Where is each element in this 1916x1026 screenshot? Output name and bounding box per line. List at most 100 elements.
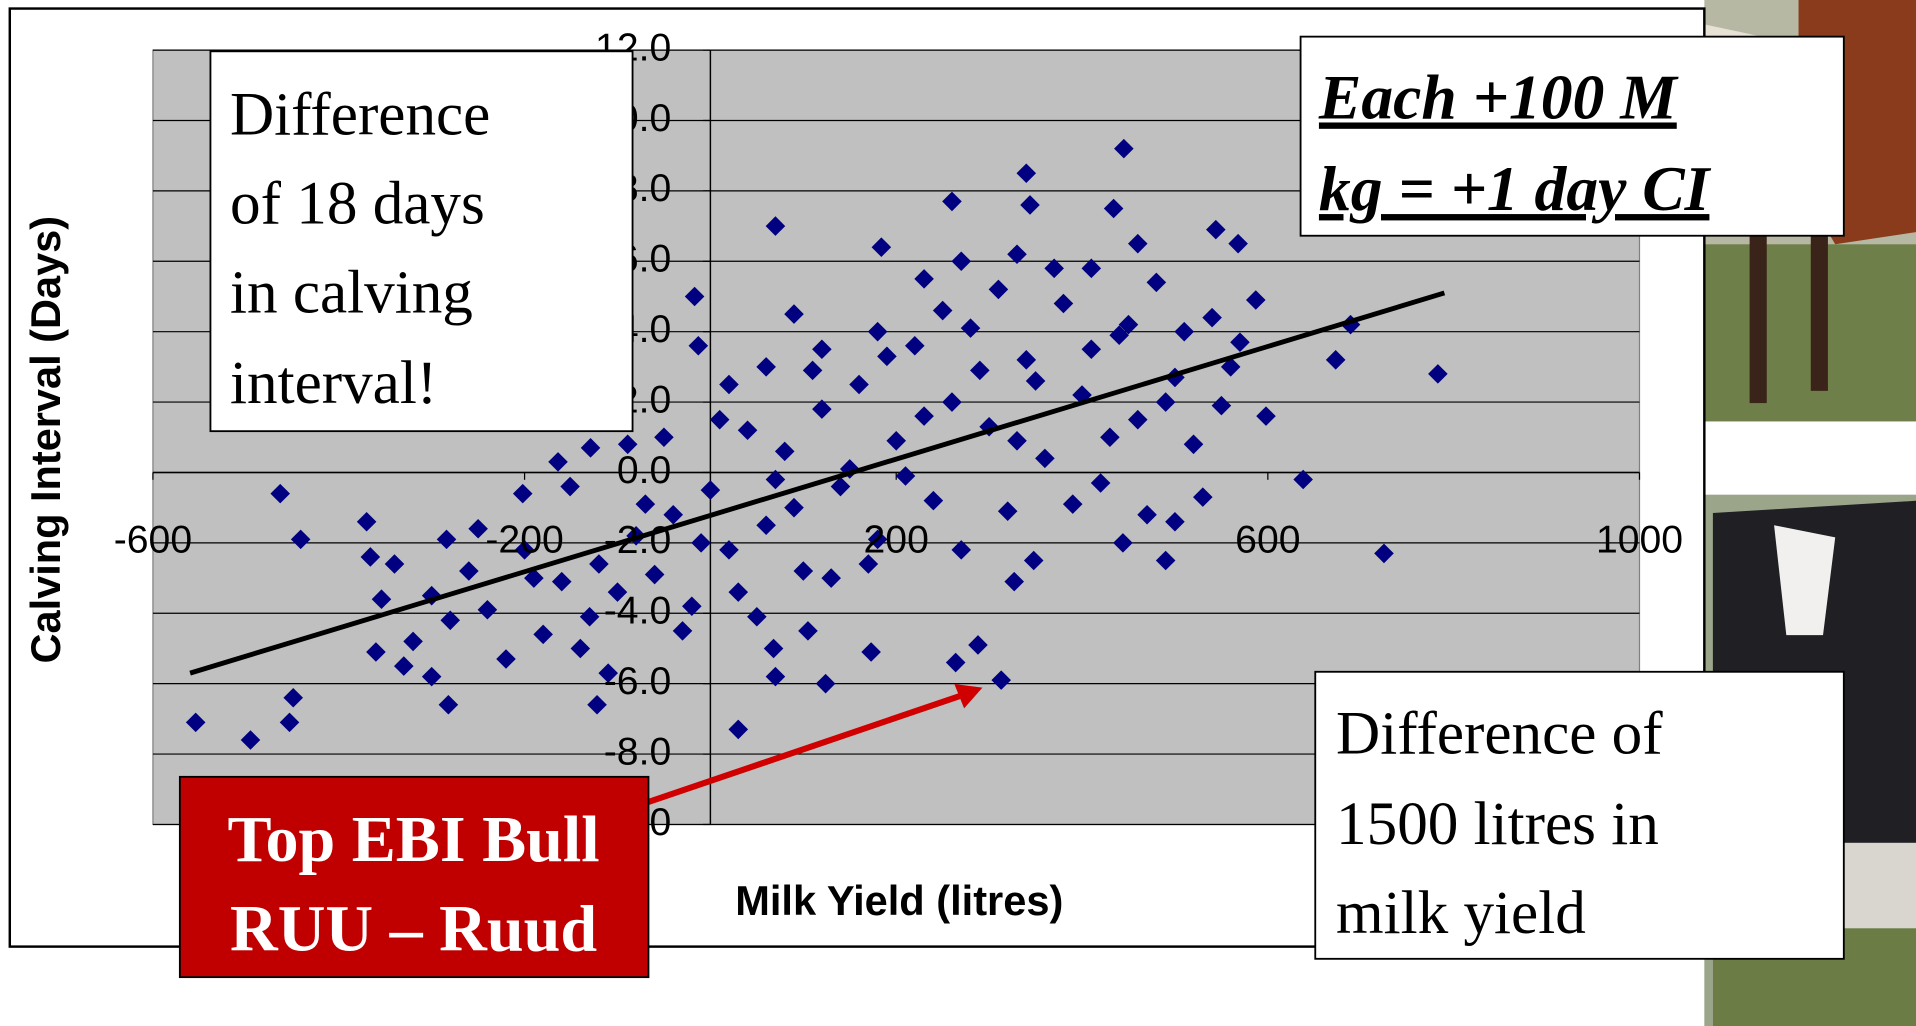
annotation-line: Top EBI Bull xyxy=(227,803,599,876)
x-tick-label: 200 xyxy=(864,518,929,561)
point xyxy=(477,599,498,620)
point xyxy=(1202,307,1222,328)
point xyxy=(951,251,972,272)
y-tick-label: 0.0 xyxy=(617,449,671,492)
annotation-line: milk yield xyxy=(1336,880,1586,947)
annotation-days: Difference of 18 days in calving interva… xyxy=(209,50,634,433)
point xyxy=(438,695,459,715)
x-axis-title: Milk Yield (litres) xyxy=(735,877,1063,924)
annotation-line: in calving xyxy=(230,260,473,327)
point xyxy=(1007,431,1027,451)
point xyxy=(1137,504,1157,525)
point xyxy=(1206,219,1226,240)
point xyxy=(688,335,709,356)
point xyxy=(371,589,392,609)
annotation-line: Each +100 M xyxy=(1318,62,1679,133)
x-tick-label: 1000 xyxy=(1596,518,1683,561)
point xyxy=(765,216,786,236)
point xyxy=(1193,487,1213,507)
point xyxy=(970,360,990,381)
point xyxy=(1155,550,1176,571)
point xyxy=(617,434,638,455)
annotation-litres: Difference of 1500 litres in milk yield xyxy=(1314,670,1845,960)
annotation-box xyxy=(1299,35,1845,237)
y-tick-label: -2.0 xyxy=(604,519,671,562)
point xyxy=(905,335,925,356)
point xyxy=(570,638,591,659)
point xyxy=(548,452,568,472)
x-tick-label: -600 xyxy=(114,518,192,561)
y-tick-label: -8.0 xyxy=(604,730,671,773)
point xyxy=(1155,392,1176,412)
y-tick-label: -4.0 xyxy=(604,590,671,633)
point xyxy=(1062,494,1083,514)
point xyxy=(682,596,702,616)
point xyxy=(1183,434,1204,455)
point xyxy=(867,321,888,342)
point xyxy=(436,529,457,550)
point xyxy=(849,374,869,395)
point xyxy=(580,438,601,458)
point xyxy=(394,656,414,676)
annotation-line: of 18 days xyxy=(230,171,485,238)
point xyxy=(997,501,1018,521)
point xyxy=(1016,350,1037,370)
point xyxy=(1127,409,1148,430)
annotation-box xyxy=(178,775,650,979)
point xyxy=(1020,195,1040,215)
y-axis-title: Calving Interval (Days) xyxy=(22,216,69,664)
annotation-line: Difference xyxy=(230,81,490,148)
point xyxy=(802,360,823,381)
point xyxy=(384,554,405,574)
point xyxy=(960,318,981,338)
point xyxy=(774,441,795,462)
point xyxy=(945,652,966,673)
point xyxy=(784,304,804,324)
point xyxy=(765,666,786,687)
point xyxy=(1100,427,1120,448)
point xyxy=(1025,371,1046,391)
point xyxy=(290,529,311,550)
point xyxy=(756,357,776,377)
annotation-box xyxy=(209,50,634,433)
point xyxy=(514,540,535,560)
annotation-line: kg = +1 day CI xyxy=(1319,153,1712,224)
point xyxy=(589,554,609,574)
point xyxy=(672,621,693,641)
point xyxy=(793,561,814,581)
annotation-line: interval! xyxy=(230,350,437,417)
point xyxy=(1293,469,1313,490)
point xyxy=(719,540,739,560)
point xyxy=(1023,550,1044,571)
point xyxy=(812,339,832,360)
point xyxy=(951,540,972,560)
annotation-line: RUU – Ruud xyxy=(230,892,597,965)
x-tick-label: -200 xyxy=(485,518,563,561)
point xyxy=(1220,357,1241,377)
annotation-line: 1500 litres in xyxy=(1336,791,1659,858)
point xyxy=(1113,533,1133,553)
point xyxy=(763,638,784,659)
point xyxy=(283,687,304,708)
point xyxy=(1245,290,1266,310)
point xyxy=(812,399,832,419)
point xyxy=(240,730,261,750)
point xyxy=(886,431,907,451)
point xyxy=(1035,448,1055,469)
point xyxy=(942,191,962,212)
point xyxy=(185,712,206,733)
point xyxy=(459,561,479,581)
point xyxy=(468,519,488,539)
arrow-head xyxy=(954,684,983,709)
point xyxy=(1103,198,1124,219)
annotation-per-100: Each +100 M kg = +1 day CI xyxy=(1299,35,1845,237)
y-tick-label: -6.0 xyxy=(604,660,671,703)
point xyxy=(1230,332,1250,353)
point xyxy=(700,480,721,500)
annotation-box xyxy=(1314,670,1845,960)
point xyxy=(942,392,962,412)
annotation-line: Difference of xyxy=(1336,701,1663,768)
point xyxy=(871,237,892,257)
point xyxy=(765,469,786,490)
